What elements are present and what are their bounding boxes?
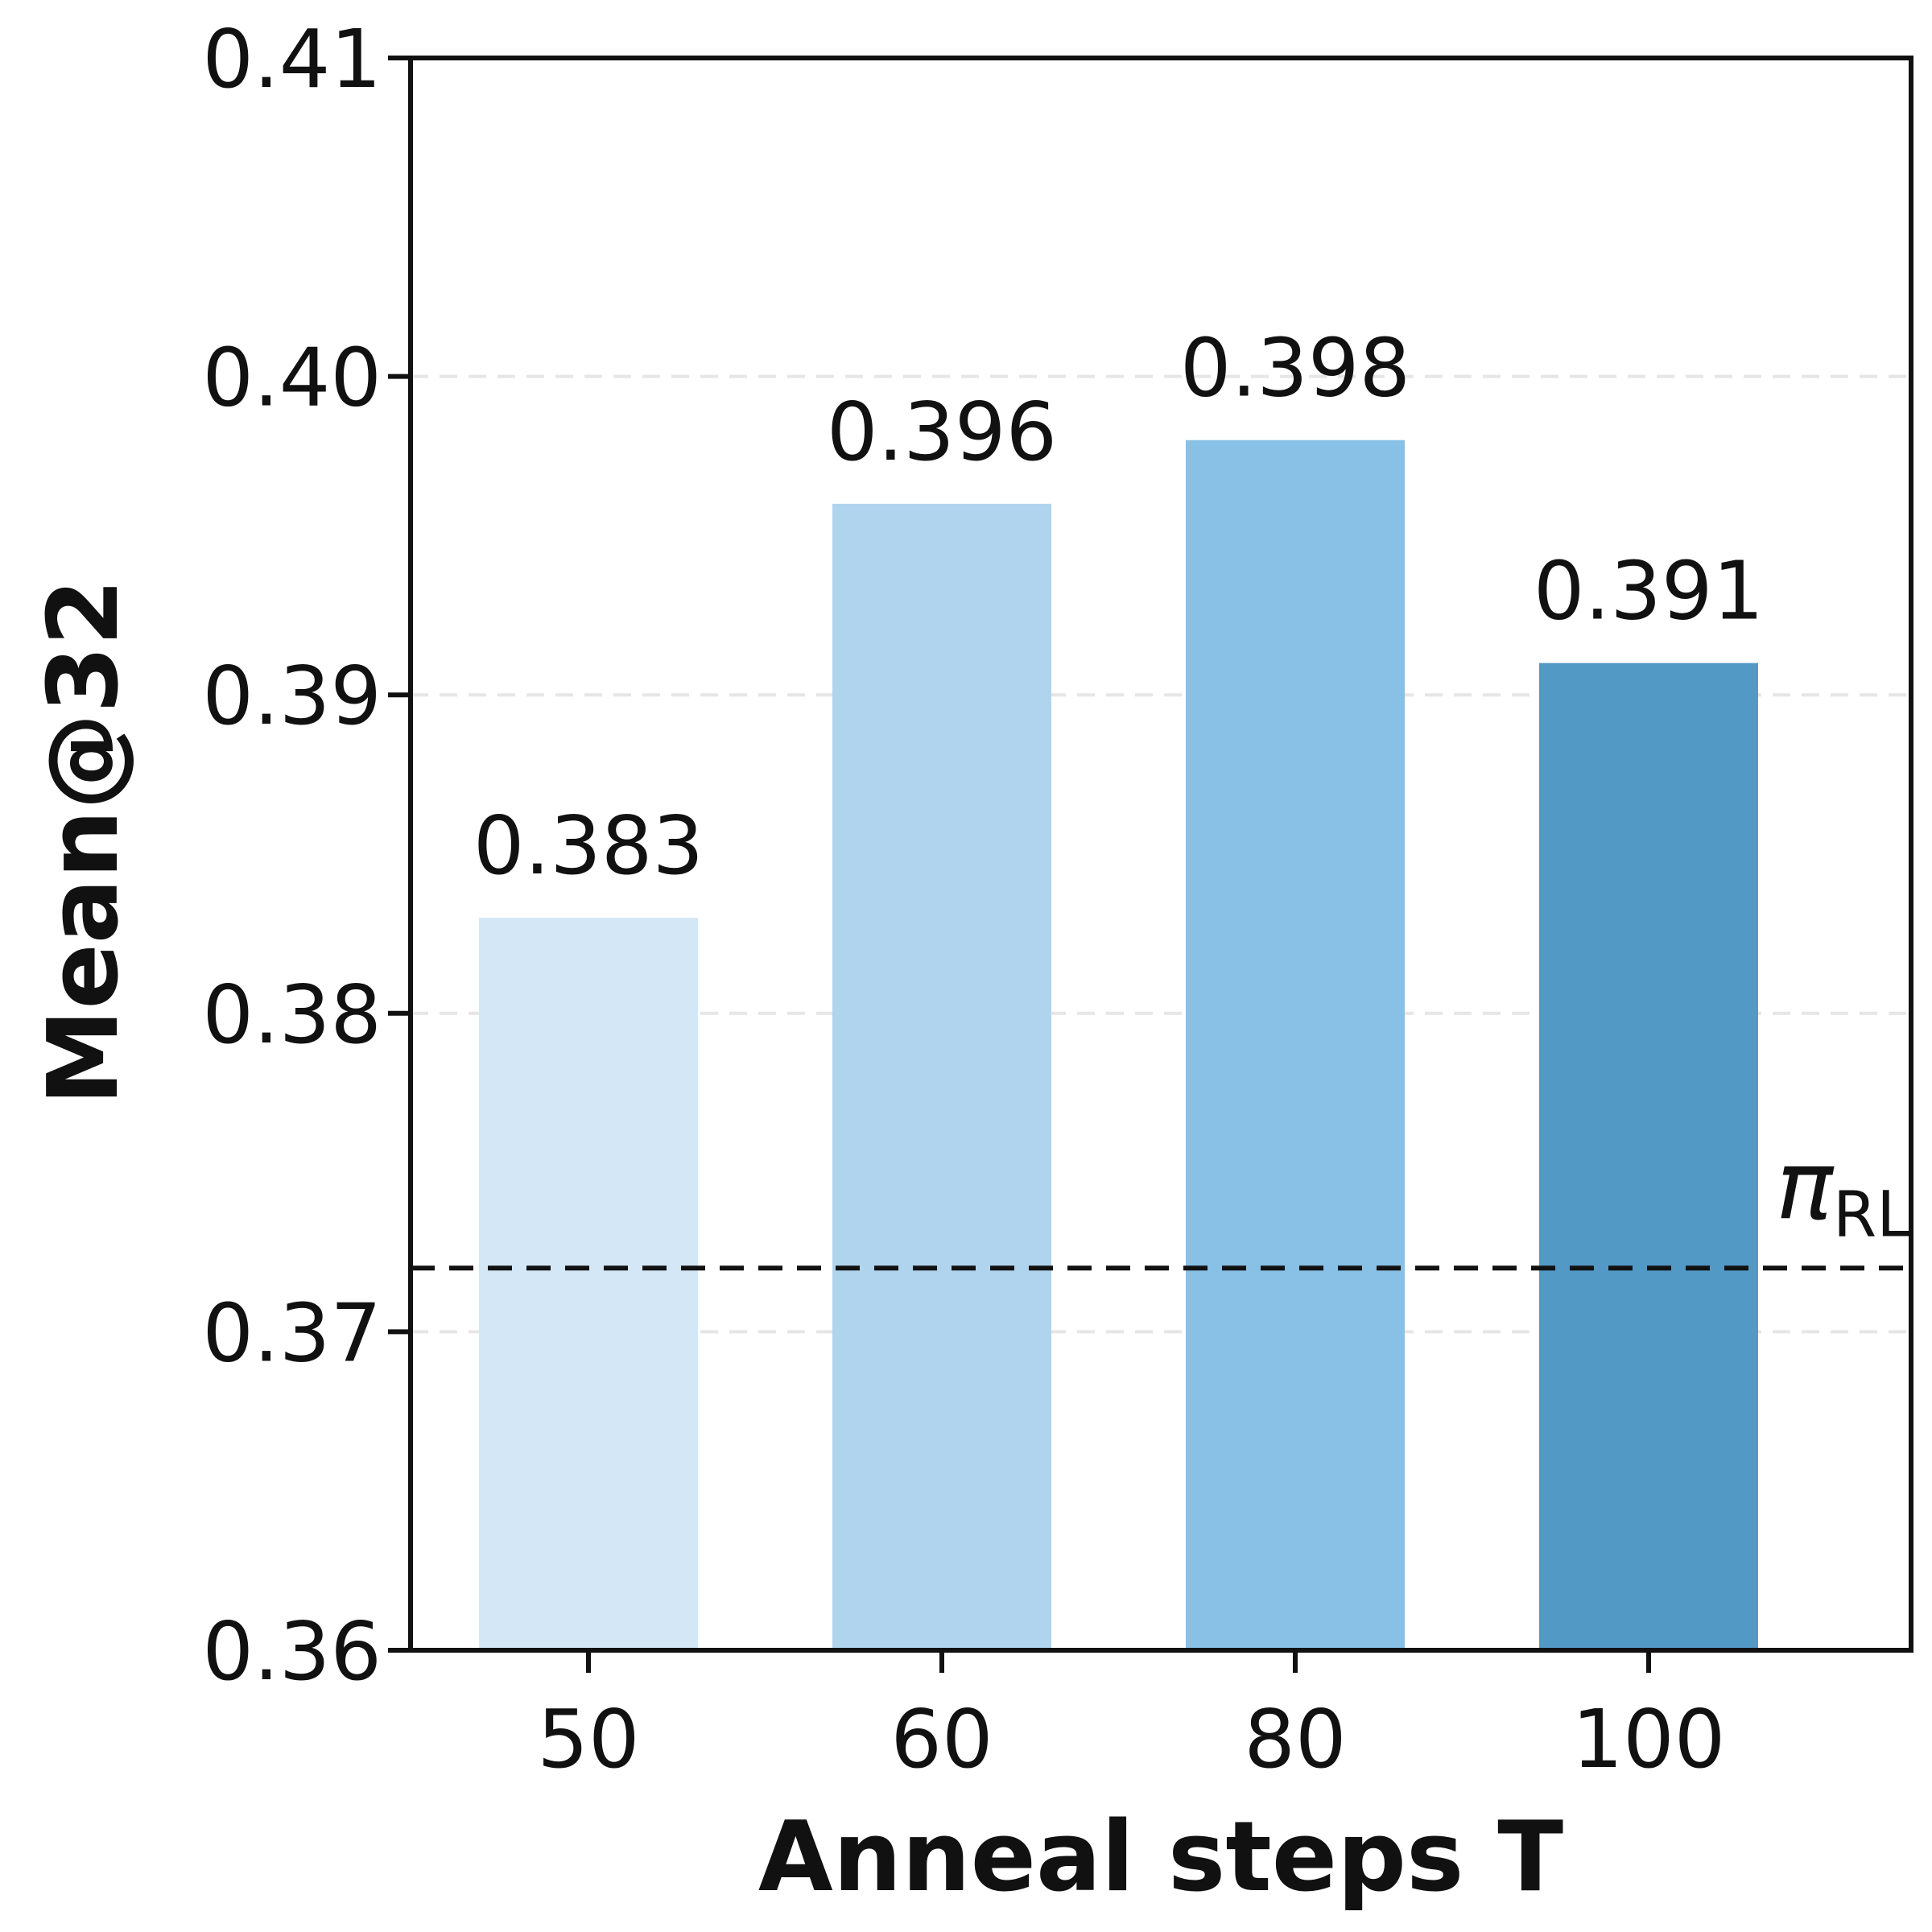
y-tick-label: 0.40 xyxy=(202,331,382,425)
x-tick-label: 100 xyxy=(1572,1692,1726,1786)
reference-label-background xyxy=(1771,1143,1909,1257)
x-tick-label: 80 xyxy=(1244,1692,1346,1786)
y-tick-label: 0.37 xyxy=(202,1286,382,1380)
y-tick-label: 0.39 xyxy=(202,649,382,743)
y-axis: 0.36 0.37 0.38 0.39 0.40 0.41 xyxy=(202,12,411,1699)
reference-line-group: πRL xyxy=(411,1129,1912,1271)
bar-value-labels: 0.383 0.396 0.398 0.391 xyxy=(473,321,1764,893)
x-tick-label: 50 xyxy=(537,1692,639,1786)
bar-value-label: 0.383 xyxy=(473,799,704,893)
y-tick-label: 0.38 xyxy=(202,968,382,1062)
bar xyxy=(479,918,698,1650)
bar xyxy=(1539,663,1758,1650)
bar xyxy=(1186,440,1405,1650)
reference-label-symbol: π xyxy=(1776,1129,1835,1241)
bars xyxy=(479,440,1758,1650)
bar-value-label: 0.396 xyxy=(827,385,1057,479)
y-tick-label: 0.41 xyxy=(202,12,382,106)
reference-label-subscript: RL xyxy=(1833,1179,1912,1251)
bar-value-label: 0.391 xyxy=(1534,544,1764,638)
plot-frame xyxy=(408,56,1913,1653)
x-tick-label: 60 xyxy=(890,1692,993,1786)
bar xyxy=(832,503,1051,1650)
bar-value-label: 0.398 xyxy=(1180,321,1410,415)
reference-line-label: πRL xyxy=(1776,1129,1912,1251)
x-axis: 50 60 80 100 xyxy=(537,1650,1725,1786)
y-tick-label: 0.36 xyxy=(202,1604,382,1699)
y-axis-title: Mean@32 xyxy=(28,579,140,1105)
x-axis-title: Anneal steps T xyxy=(758,1802,1563,1913)
